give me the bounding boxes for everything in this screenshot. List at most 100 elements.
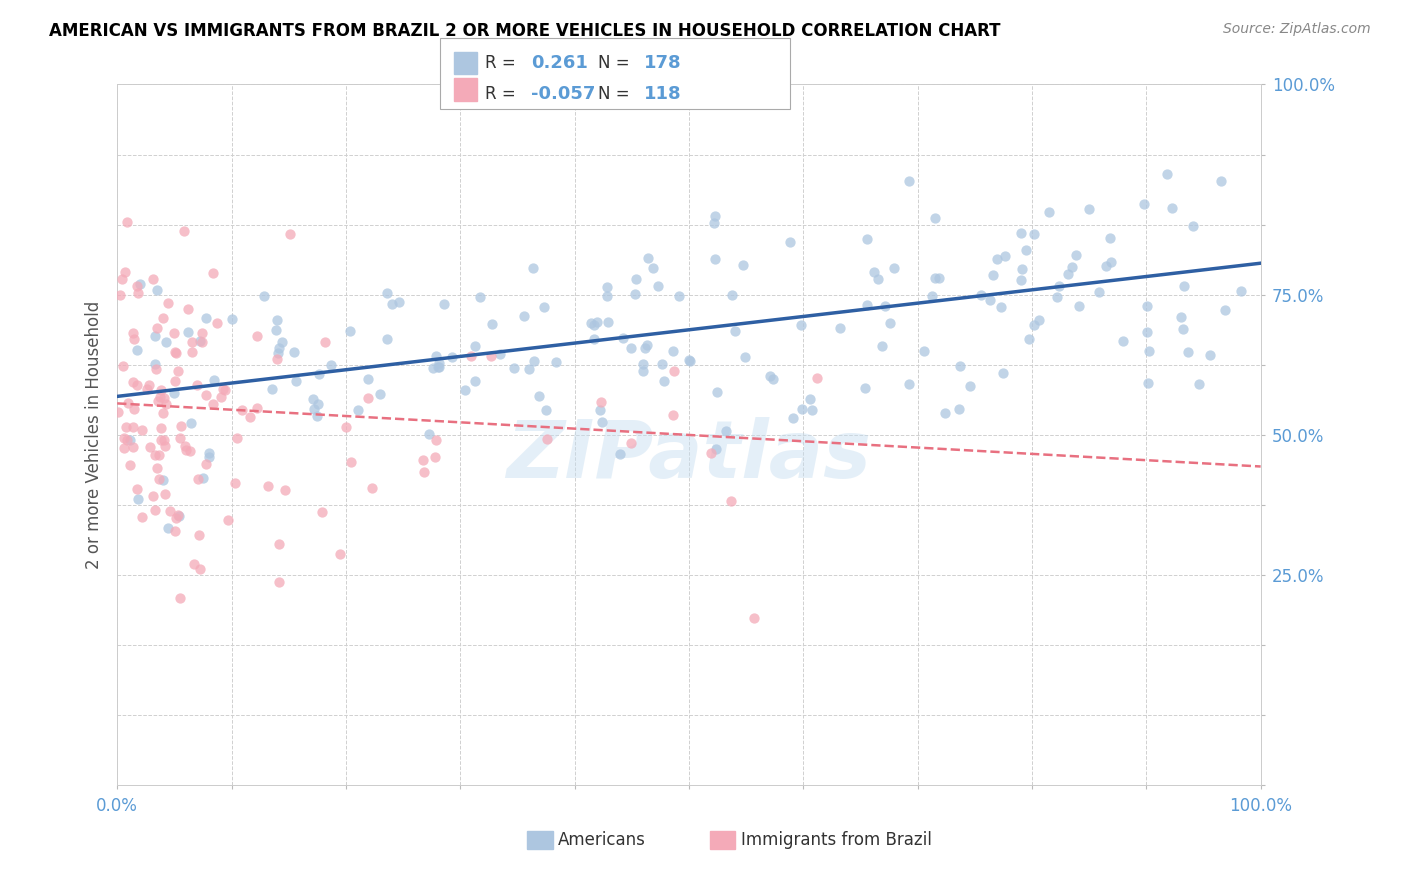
Point bbox=[122, 420, 145, 434]
Point bbox=[609, 447, 631, 461]
Point bbox=[779, 235, 801, 249]
Point bbox=[523, 354, 546, 368]
Point bbox=[464, 339, 486, 353]
Point bbox=[790, 318, 813, 332]
Point bbox=[460, 350, 482, 364]
Point bbox=[319, 358, 342, 372]
Point bbox=[1098, 231, 1121, 245]
Point bbox=[620, 435, 643, 450]
Point bbox=[595, 289, 617, 303]
Point bbox=[131, 423, 153, 437]
Point bbox=[1136, 299, 1159, 313]
Point bbox=[589, 394, 612, 409]
Point bbox=[302, 392, 325, 406]
Point bbox=[169, 431, 191, 445]
Point bbox=[782, 411, 804, 425]
Point bbox=[454, 383, 477, 397]
Text: ZIPatlas: ZIPatlas bbox=[506, 417, 872, 495]
Point bbox=[949, 359, 972, 373]
Point bbox=[167, 508, 190, 523]
Point bbox=[664, 364, 686, 378]
Point bbox=[152, 406, 174, 420]
Point bbox=[596, 315, 619, 329]
Point bbox=[883, 260, 905, 275]
Point bbox=[620, 341, 643, 355]
Point bbox=[347, 402, 370, 417]
Point bbox=[412, 452, 434, 467]
Point bbox=[149, 421, 172, 435]
Point bbox=[1022, 227, 1045, 241]
Point bbox=[517, 362, 540, 376]
Point bbox=[120, 458, 142, 472]
Point bbox=[166, 364, 188, 378]
Point bbox=[188, 528, 211, 542]
Point bbox=[174, 439, 197, 453]
Point bbox=[647, 279, 669, 293]
Point bbox=[634, 341, 657, 355]
Point bbox=[165, 346, 187, 360]
Point bbox=[226, 431, 249, 445]
Point bbox=[122, 326, 145, 341]
Point bbox=[187, 472, 209, 486]
Point bbox=[274, 483, 297, 497]
Point bbox=[148, 448, 170, 462]
Point bbox=[197, 450, 219, 464]
Point bbox=[191, 326, 214, 340]
Point bbox=[759, 369, 782, 384]
Point bbox=[624, 271, 647, 285]
Point bbox=[163, 374, 186, 388]
Point bbox=[534, 403, 557, 417]
Point bbox=[733, 258, 755, 272]
Point bbox=[1170, 310, 1192, 324]
Point bbox=[239, 410, 262, 425]
Point bbox=[1137, 343, 1160, 358]
Text: N =: N = bbox=[598, 85, 628, 103]
Text: N =: N = bbox=[598, 54, 628, 71]
Point bbox=[167, 508, 190, 523]
Point bbox=[1161, 202, 1184, 216]
Point bbox=[1230, 284, 1253, 298]
Point bbox=[143, 357, 166, 371]
Point bbox=[307, 409, 329, 424]
Point bbox=[152, 310, 174, 325]
Point bbox=[1095, 259, 1118, 273]
Point bbox=[114, 265, 136, 279]
Point bbox=[357, 391, 380, 405]
Point bbox=[828, 320, 851, 334]
Point bbox=[150, 434, 173, 448]
Point bbox=[1018, 332, 1040, 346]
Point bbox=[873, 299, 896, 313]
Point bbox=[714, 424, 737, 438]
Point bbox=[1213, 302, 1236, 317]
Point bbox=[148, 472, 170, 486]
Point bbox=[1099, 255, 1122, 269]
Point bbox=[1077, 202, 1099, 216]
Point bbox=[636, 338, 658, 352]
Point bbox=[174, 442, 197, 457]
Point bbox=[1112, 334, 1135, 349]
Point bbox=[631, 357, 654, 371]
Y-axis label: 2 or more Vehicles in Household: 2 or more Vehicles in Household bbox=[86, 301, 103, 569]
Point bbox=[1064, 248, 1087, 262]
Point bbox=[703, 252, 725, 266]
Point bbox=[489, 346, 512, 360]
Point bbox=[721, 288, 744, 302]
Point bbox=[314, 334, 336, 349]
Point bbox=[1199, 348, 1222, 362]
Point bbox=[266, 352, 288, 367]
Point bbox=[934, 406, 956, 420]
Point bbox=[588, 403, 610, 417]
Point bbox=[427, 359, 450, 374]
Point bbox=[872, 339, 894, 353]
Point bbox=[388, 295, 411, 310]
Point bbox=[706, 385, 728, 400]
Text: 118: 118 bbox=[644, 85, 682, 103]
Point bbox=[127, 492, 149, 507]
Point bbox=[153, 439, 176, 453]
Point bbox=[112, 359, 135, 373]
Point bbox=[1188, 377, 1211, 392]
Point bbox=[163, 326, 186, 340]
Point bbox=[262, 383, 284, 397]
Point bbox=[157, 521, 180, 535]
Point bbox=[481, 318, 503, 332]
